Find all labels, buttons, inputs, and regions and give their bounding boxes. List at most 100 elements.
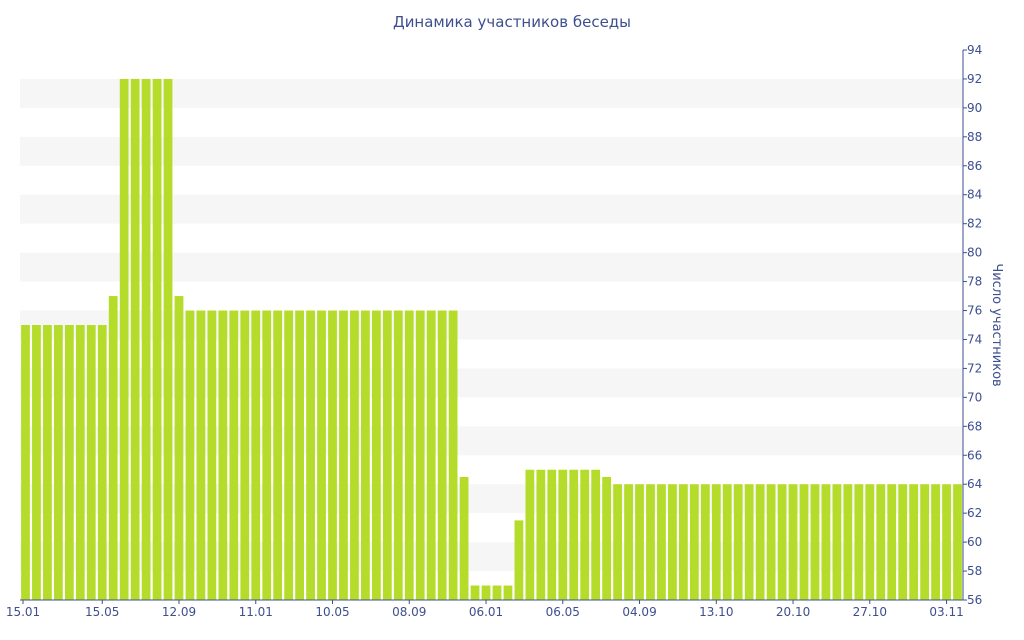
bar[interactable]	[503, 585, 513, 600]
bar[interactable]	[152, 78, 162, 600]
bar[interactable]	[97, 325, 107, 600]
bar[interactable]	[887, 484, 897, 600]
bar[interactable]	[339, 310, 348, 600]
bar[interactable]	[426, 310, 436, 600]
bar[interactable]	[689, 484, 699, 600]
bar[interactable]	[854, 484, 864, 600]
bar[interactable]	[284, 310, 294, 600]
bar[interactable]	[788, 484, 798, 600]
y-tick-label: 94	[967, 43, 982, 57]
bar[interactable]	[722, 484, 732, 600]
bar[interactable]	[130, 78, 140, 600]
bar[interactable]	[295, 310, 304, 600]
bar[interactable]	[470, 585, 480, 600]
bar[interactable]	[64, 325, 74, 600]
bar[interactable]	[777, 484, 787, 600]
bar[interactable]	[273, 310, 283, 600]
bar[interactable]	[262, 310, 272, 600]
bar[interactable]	[909, 484, 919, 600]
bar[interactable]	[218, 310, 228, 600]
bar[interactable]	[646, 484, 655, 600]
bar[interactable]	[371, 310, 381, 600]
bar[interactable]	[755, 484, 765, 600]
bar[interactable]	[481, 585, 491, 600]
bar[interactable]	[415, 310, 425, 600]
chart-title: Динамика участников беседы	[392, 13, 632, 31]
bar[interactable]	[898, 484, 908, 600]
bar[interactable]	[525, 469, 535, 600]
bar[interactable]	[558, 469, 568, 600]
bar[interactable]	[141, 78, 151, 600]
bar[interactable]	[547, 469, 557, 600]
bar[interactable]	[404, 310, 414, 600]
bar[interactable]	[744, 484, 754, 600]
bar[interactable]	[108, 296, 118, 600]
bar[interactable]	[328, 310, 337, 600]
bar[interactable]	[668, 484, 677, 600]
y-tick-label: 92	[967, 72, 982, 86]
y-tick-label: 64	[967, 477, 982, 491]
x-tick-label: 06.01	[469, 605, 503, 619]
bar[interactable]	[843, 484, 853, 600]
bar[interactable]	[317, 310, 326, 600]
bar[interactable]	[393, 310, 403, 600]
bar[interactable]	[361, 310, 370, 600]
bar[interactable]	[613, 484, 622, 600]
bar[interactable]	[679, 484, 688, 600]
bar[interactable]	[931, 484, 940, 600]
bar[interactable]	[492, 585, 502, 600]
bar[interactable]	[821, 484, 831, 600]
bar[interactable]	[624, 484, 633, 600]
bar[interactable]	[229, 310, 239, 600]
bar[interactable]	[810, 484, 820, 600]
bar[interactable]	[382, 310, 392, 600]
bar[interactable]	[580, 469, 590, 600]
bar[interactable]	[799, 484, 809, 600]
y-tick-label: 70	[967, 390, 982, 404]
bar[interactable]	[865, 484, 875, 600]
bar[interactable]	[832, 484, 842, 600]
bar[interactable]	[437, 310, 447, 600]
bar[interactable]	[306, 310, 315, 600]
bar[interactable]	[350, 310, 359, 600]
bar[interactable]	[196, 310, 206, 600]
bar[interactable]	[119, 78, 129, 600]
bar[interactable]	[920, 484, 930, 600]
y-tick-label: 88	[967, 130, 982, 144]
bar[interactable]	[185, 310, 195, 600]
bar[interactable]	[953, 484, 962, 600]
bar[interactable]	[174, 296, 184, 600]
y-tick-label: 72	[967, 361, 982, 375]
x-tick-label: 03.11	[929, 605, 963, 619]
bar[interactable]	[448, 310, 458, 600]
y-tick-label: 66	[967, 448, 982, 462]
bar[interactable]	[163, 78, 173, 600]
bar[interactable]	[536, 469, 546, 600]
y-tick-label: 58	[967, 564, 982, 578]
bar[interactable]	[733, 484, 743, 600]
bar[interactable]	[700, 484, 710, 600]
bar[interactable]	[86, 325, 96, 600]
bar[interactable]	[942, 484, 951, 600]
bar[interactable]	[514, 520, 524, 600]
bar[interactable]	[43, 325, 52, 600]
bar[interactable]	[766, 484, 776, 600]
bar[interactable]	[591, 469, 601, 600]
bar[interactable]	[251, 310, 261, 600]
bar[interactable]	[459, 476, 469, 600]
bar[interactable]	[75, 325, 85, 600]
bar[interactable]	[602, 476, 612, 600]
bar[interactable]	[207, 310, 217, 600]
y-tick-label: 60	[967, 535, 982, 549]
bar[interactable]	[876, 484, 886, 600]
bar[interactable]	[711, 484, 721, 600]
y-tick-label: 86	[967, 159, 982, 173]
bar[interactable]	[569, 469, 579, 600]
bar[interactable]	[240, 310, 250, 600]
bar[interactable]	[32, 325, 41, 600]
bar[interactable]	[635, 484, 644, 600]
bar[interactable]	[53, 325, 63, 600]
bar[interactable]	[657, 484, 666, 600]
bar[interactable]	[21, 325, 30, 600]
